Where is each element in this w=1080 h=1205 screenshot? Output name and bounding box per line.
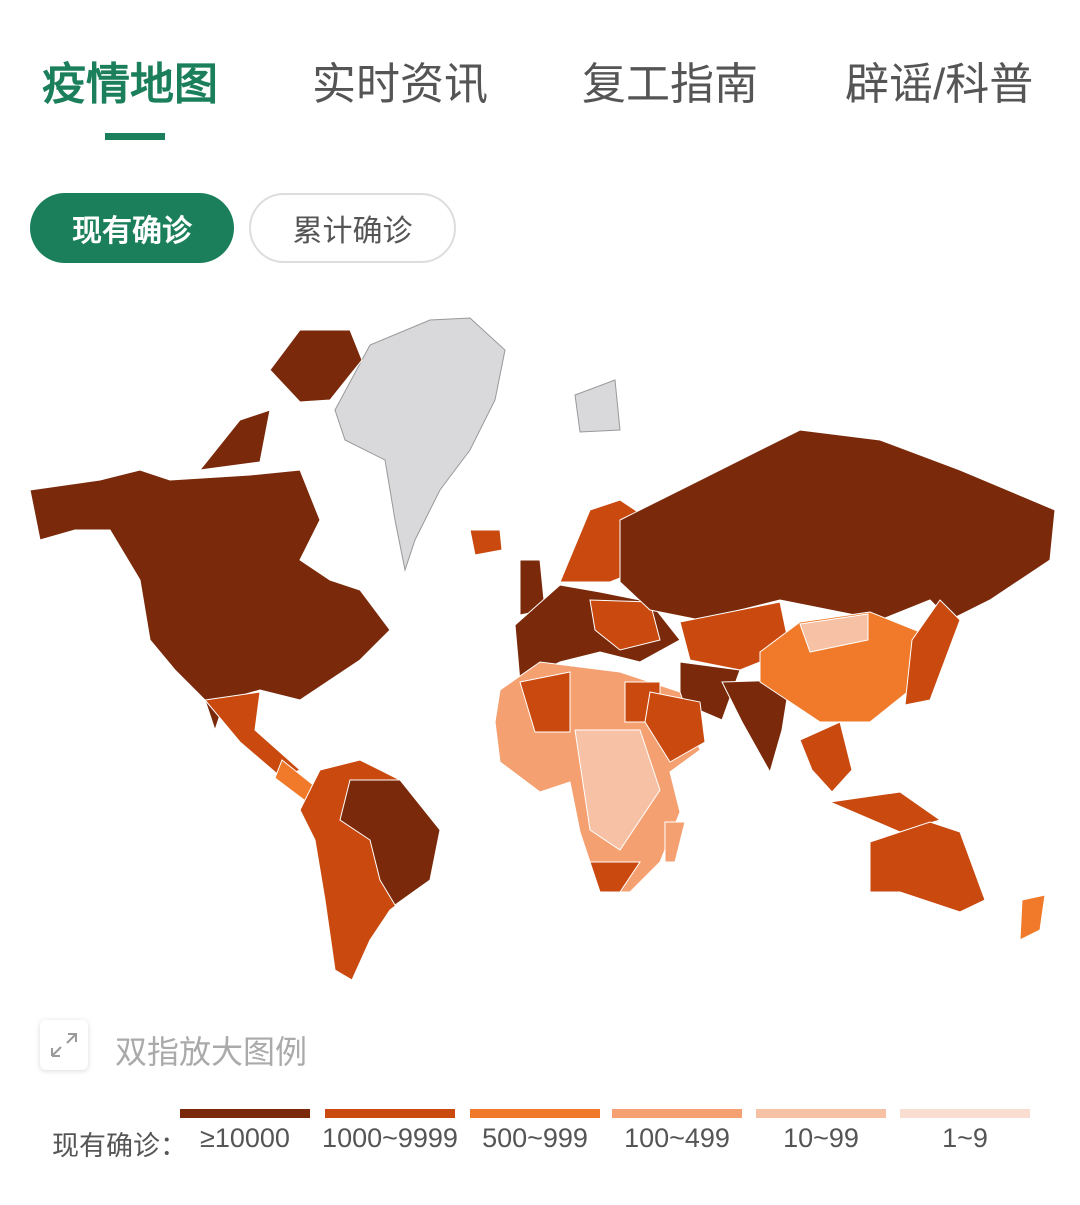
pinch-zoom-hint: 双指放大图例 (115, 1034, 308, 1070)
region-indonesia[interactable] (828, 791, 942, 833)
tab-rumor-science[interactable]: 辟谣/科普 (845, 60, 1034, 109)
expand-icon (51, 1033, 77, 1057)
region-russia[interactable] (619, 429, 1056, 621)
tab-epidemic-map[interactable]: 疫情地图 (42, 60, 218, 109)
legend-swatch (325, 1109, 455, 1118)
region-south-africa[interactable] (589, 861, 641, 893)
region-japan[interactable] (904, 599, 961, 706)
region-greenland[interactable] (334, 317, 506, 572)
legend-swatch (180, 1109, 310, 1118)
region-central-africa[interactable] (574, 729, 661, 851)
region-north-america[interactable] (29, 469, 391, 732)
legend-swatch (756, 1109, 886, 1118)
tab-live-news[interactable]: 实时资讯 (312, 60, 488, 109)
region-arabia[interactable] (644, 691, 706, 763)
region-new-zealand[interactable] (1019, 894, 1046, 941)
legend-range-label: ≥10000 (200, 1123, 290, 1153)
legend-swatch (470, 1109, 600, 1118)
cumulative-confirmed-button[interactable]: 累计确诊 (249, 193, 456, 263)
region-iceland[interactable] (469, 529, 503, 556)
legend-range-label: 1~9 (942, 1123, 988, 1153)
region-china[interactable] (759, 611, 921, 723)
active-tab-indicator (105, 133, 165, 140)
legend-swatch (612, 1109, 742, 1118)
region-svalbard[interactable] (574, 379, 621, 433)
region-mongolia[interactable] (799, 613, 869, 653)
region-brazil[interactable] (339, 779, 441, 906)
region-arctic-islands[interactable] (198, 409, 271, 471)
region-southeast-asia[interactable] (799, 721, 853, 793)
current-confirmed-button[interactable]: 现有确诊 (30, 193, 234, 263)
legend-range-label: 100~499 (624, 1123, 730, 1153)
legend-range-label: 10~99 (783, 1123, 859, 1153)
legend-swatch (900, 1109, 1030, 1118)
region-arctic-islands-north[interactable] (269, 329, 363, 403)
region-madagascar[interactable] (664, 821, 686, 863)
region-algeria[interactable] (519, 671, 571, 733)
tab-work-resumption-guide[interactable]: 复工指南 (582, 60, 758, 109)
legend-title: 现有确诊： (52, 1131, 187, 1161)
region-mexico[interactable] (204, 691, 301, 779)
region-australia[interactable] (869, 821, 986, 913)
region-eastern-europe[interactable] (589, 599, 661, 651)
legend-range-label: 1000~9999 (322, 1123, 458, 1153)
world-map[interactable] (0, 0, 1080, 1000)
expand-button[interactable] (40, 1020, 88, 1070)
legend-range-label: 500~999 (482, 1123, 588, 1153)
